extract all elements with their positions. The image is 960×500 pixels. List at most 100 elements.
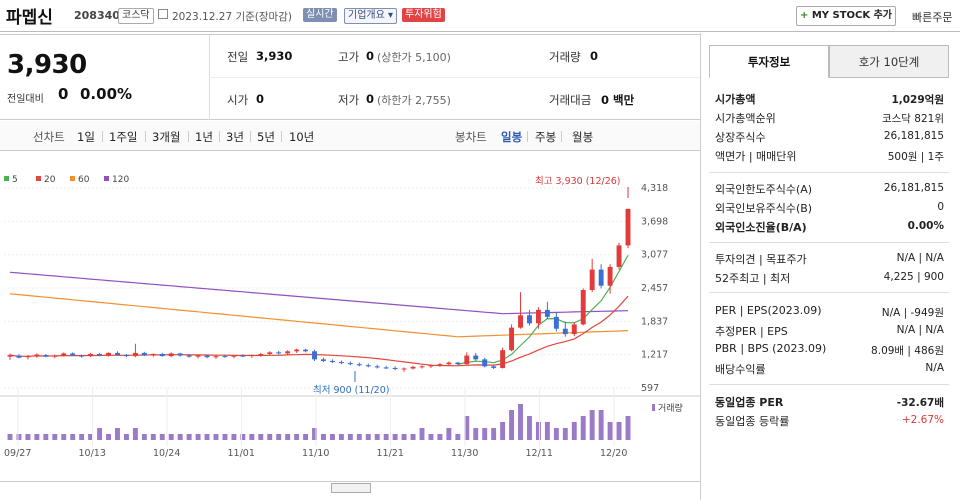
period-tab-bar [0, 121, 700, 151]
volume-bar [491, 428, 497, 440]
volume-bar [338, 434, 344, 440]
candle-body [249, 355, 255, 357]
candle-body [141, 352, 147, 356]
high-label: 고가 [338, 50, 360, 64]
candle-chart-title: 봉차트 [455, 130, 487, 144]
calendar-icon [158, 9, 168, 19]
invest-info-label: 배당수익률 [715, 363, 766, 376]
volume-bar [473, 428, 479, 440]
chart-collapse-button[interactable] [331, 483, 371, 493]
candle-body [392, 367, 398, 370]
stock-chart[interactable]: 5 20 60 120 4,318 3,698 3,077 2,457 1,837 1,217 59… [0, 152, 700, 482]
y-tick-label: 597 [641, 383, 659, 394]
candle-body [159, 353, 165, 357]
volume-bar [392, 434, 398, 440]
y-tick-label: 1,837 [641, 316, 668, 327]
volume-bar [616, 422, 622, 440]
volume-bar [562, 428, 568, 440]
candle-body [240, 355, 246, 357]
volume-bar [303, 434, 309, 440]
candle-body [544, 309, 550, 317]
tab-monthly[interactable]: 월봉 [572, 130, 594, 144]
volume-bar [25, 434, 31, 440]
tab-hoga-10[interactable]: 호가 10단계 [829, 45, 949, 78]
invest-info-label: 시가총액순위 [715, 112, 776, 125]
divider [561, 131, 562, 142]
candle-body [428, 365, 434, 367]
tab-1year[interactable]: 1년 [195, 130, 213, 144]
candle-body [616, 245, 622, 267]
line-chart-title: 선차트 [33, 130, 65, 144]
candle-body [231, 355, 237, 357]
volume-bar [106, 434, 111, 440]
low-value: 0 [366, 92, 375, 106]
high-value: 0 [366, 49, 375, 63]
divider [709, 242, 949, 243]
volume-bar [464, 416, 470, 440]
tab-10year[interactable]: 10년 [289, 130, 315, 144]
company-overview-dropdown[interactable]: 기업개요 ▾ [344, 8, 397, 24]
volume-bar [347, 434, 353, 440]
candle-body [34, 354, 40, 357]
add-mystock-button[interactable]: + MY STOCK 추가 [796, 6, 896, 26]
volume-bar [52, 434, 58, 440]
volume-bar [240, 434, 246, 440]
volume-bar [7, 434, 13, 440]
invest-info-label: 동일업종 PER [715, 396, 784, 409]
volume-bar [446, 428, 452, 440]
legend-swatch-ma20 [36, 176, 41, 181]
invest-info-label: 외국인보유주식수(B) [715, 202, 813, 215]
tab-weekly[interactable]: 주봉 [535, 130, 557, 144]
quick-order-link[interactable]: 빠른주문 [912, 11, 953, 24]
volume-bar [383, 434, 389, 440]
open-label: 시가 [227, 93, 249, 107]
volume-value: 0 [590, 49, 599, 63]
candle-body [150, 353, 156, 356]
candle-body [61, 353, 67, 356]
volume-bar [482, 428, 488, 440]
change-value: 0 [58, 85, 69, 103]
header-bar [0, 0, 960, 32]
volume-bar [79, 434, 85, 440]
invest-info-label: 추정PER | EPS [715, 325, 788, 338]
candle-body [455, 362, 461, 365]
invest-info-value: 0.00% [907, 220, 944, 232]
tab-3year[interactable]: 3년 [226, 130, 244, 144]
volume-legend-swatch [652, 404, 655, 411]
candle-body [625, 208, 631, 246]
tab-1day[interactable]: 1일 [77, 130, 95, 144]
volume-bar [374, 434, 380, 440]
candle-body [195, 355, 201, 357]
x-tick-label: 11/01 [228, 448, 255, 459]
volume-bar [258, 434, 264, 440]
volume-bar [16, 434, 22, 440]
invest-info-value: N/A [925, 362, 944, 374]
tab-1week[interactable]: 1주일 [109, 130, 138, 144]
volume-bar [222, 434, 228, 440]
candle-body [70, 353, 76, 356]
candle-body [410, 366, 416, 369]
ma-line-60 [9, 293, 629, 338]
tab-invest-info[interactable]: 투자정보 [709, 45, 829, 78]
volume-bar [195, 434, 201, 440]
candle-body [580, 290, 586, 325]
invest-info-label: 상장주식수 [715, 131, 766, 144]
tab-daily[interactable]: 일봉 [501, 130, 523, 144]
candle-body [553, 316, 559, 329]
invest-info-label: 시가총액 [715, 93, 756, 106]
legend-label-ma120: 120 [112, 175, 129, 185]
realtime-button[interactable]: 실시간 [303, 8, 337, 22]
invest-info-label: 외국인소진율(B/A) [715, 221, 807, 234]
candle-body [267, 352, 273, 354]
volume-bar [518, 404, 523, 440]
volume-bar [401, 434, 407, 440]
candle-body [312, 351, 317, 360]
volume-bar [249, 434, 255, 440]
x-tick-label: 11/30 [451, 448, 478, 459]
volume-bar [231, 434, 237, 440]
tab-3month[interactable]: 3개월 [152, 130, 181, 144]
tab-5year[interactable]: 5년 [257, 130, 275, 144]
candle-body [329, 360, 335, 363]
candle-body [106, 352, 111, 356]
divider [250, 131, 251, 142]
